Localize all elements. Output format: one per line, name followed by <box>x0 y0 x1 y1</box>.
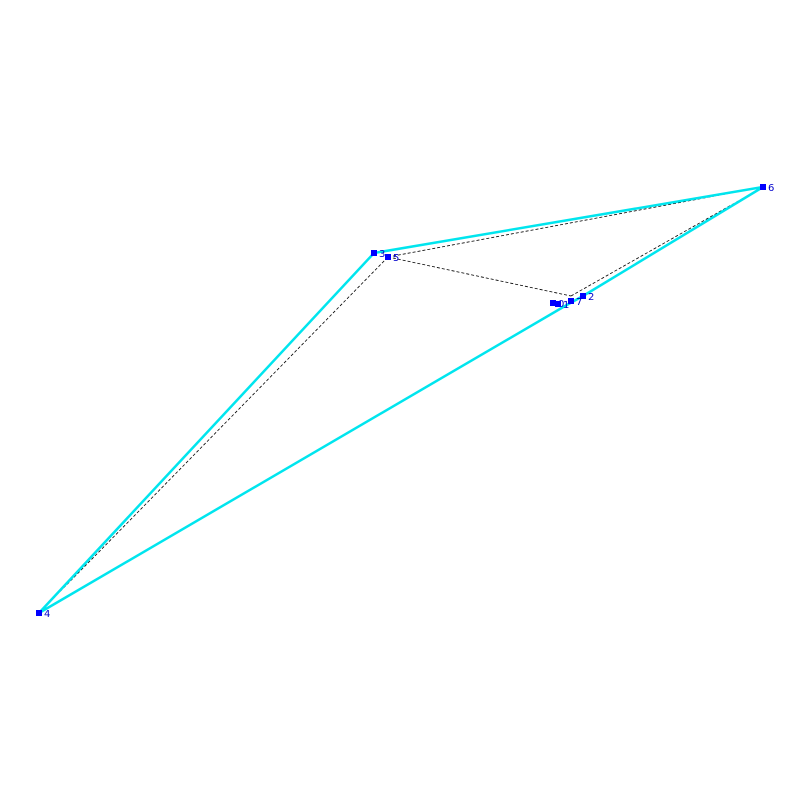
node-label: 2 <box>588 292 594 303</box>
node-label: 6 <box>768 183 774 194</box>
node-marker <box>36 610 42 616</box>
node-marker <box>568 298 574 304</box>
node-marker <box>580 293 586 299</box>
node-label: 0 <box>558 299 564 310</box>
node-label: 4 <box>44 609 50 620</box>
node-label: 3 <box>379 249 385 260</box>
node-marker <box>760 184 766 190</box>
dashed-edge <box>387 256 572 297</box>
node-marker <box>550 300 556 306</box>
hull <box>38 185 764 615</box>
node-marker <box>371 250 377 256</box>
node-label: 5 <box>393 253 399 264</box>
dashed-edge <box>38 256 389 614</box>
node-label: 7 <box>576 297 582 308</box>
node-label: 1 <box>563 300 569 311</box>
nodes: 01 2 3 4 5 6 7 <box>36 183 774 620</box>
dashed-edge <box>570 186 764 297</box>
node-marker <box>555 301 561 307</box>
node-marker <box>385 254 391 260</box>
